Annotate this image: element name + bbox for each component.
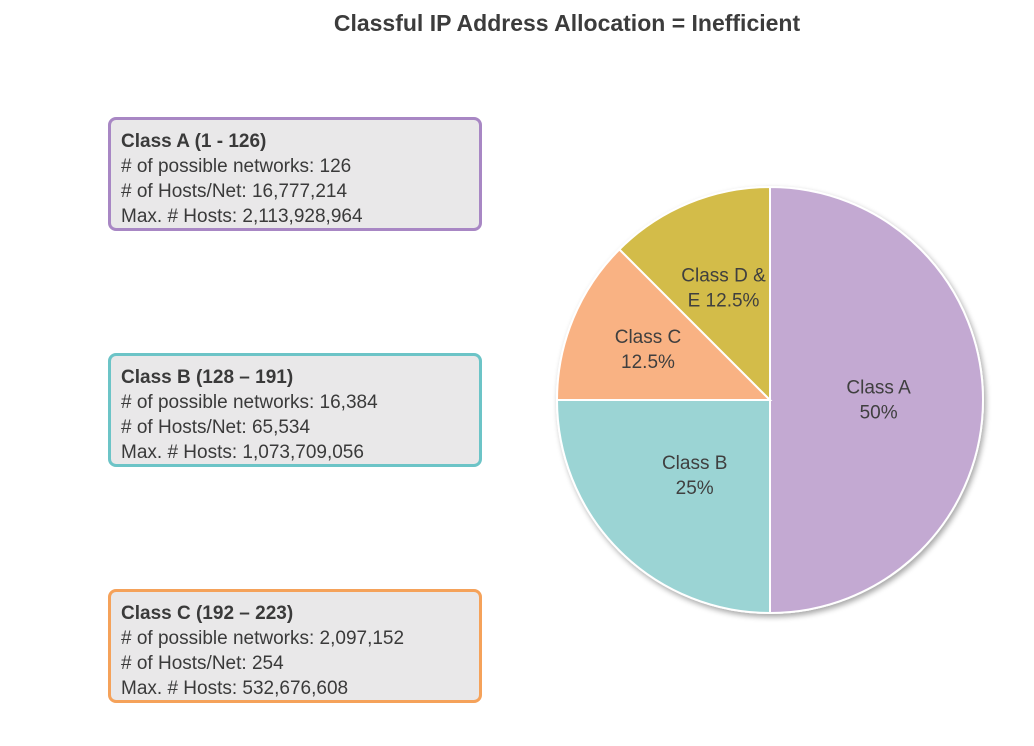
pie-slice-label-1: Class B 25% xyxy=(662,453,727,499)
class-b-max-hosts: Max. # Hosts: 1,073,709,056 xyxy=(121,442,364,463)
class-b-hosts-per-net: # of Hosts/Net: 65,534 xyxy=(121,417,311,438)
class-b-info-box: Class B (128 – 191) # of possible networ… xyxy=(108,353,482,467)
class-a-max-hosts: Max. # Hosts: 2,113,928,964 xyxy=(121,206,363,227)
class-b-heading: Class B (128 – 191) xyxy=(121,367,294,388)
pie-slice-0 xyxy=(769,185,984,615)
chart-title: Classful IP Address Allocation = Ineffic… xyxy=(333,10,801,36)
pie-slice-label-0: Class A 50% xyxy=(846,378,911,424)
class-a-heading: Class A (1 - 126) xyxy=(121,131,267,152)
class-c-hosts-per-net: # of Hosts/Net: 254 xyxy=(121,653,284,674)
class-a-hosts-per-net: # of Hosts/Net: 16,777,214 xyxy=(121,181,348,202)
pie-slice-2 xyxy=(555,247,773,401)
class-a-networks: # of possible networks: 126 xyxy=(121,156,352,177)
pie-slice-1 xyxy=(555,399,771,615)
class-c-heading: Class C (192 – 223) xyxy=(121,603,294,624)
class-a-info-box: Class A (1 - 126) # of possible networks… xyxy=(108,117,482,231)
pie-slice-label-3: Class D & E 12.5% xyxy=(681,265,766,311)
class-c-info-box: Class C (192 – 223) # of possible networ… xyxy=(108,589,482,703)
class-b-networks: # of possible networks: 16,384 xyxy=(121,392,378,413)
pie-slice-3 xyxy=(617,185,771,403)
pie-slice-label-2: Class C 12.5% xyxy=(615,327,682,373)
class-c-max-hosts: Max. # Hosts: 532,676,608 xyxy=(121,678,349,699)
class-c-networks: # of possible networks: 2,097,152 xyxy=(121,628,405,649)
